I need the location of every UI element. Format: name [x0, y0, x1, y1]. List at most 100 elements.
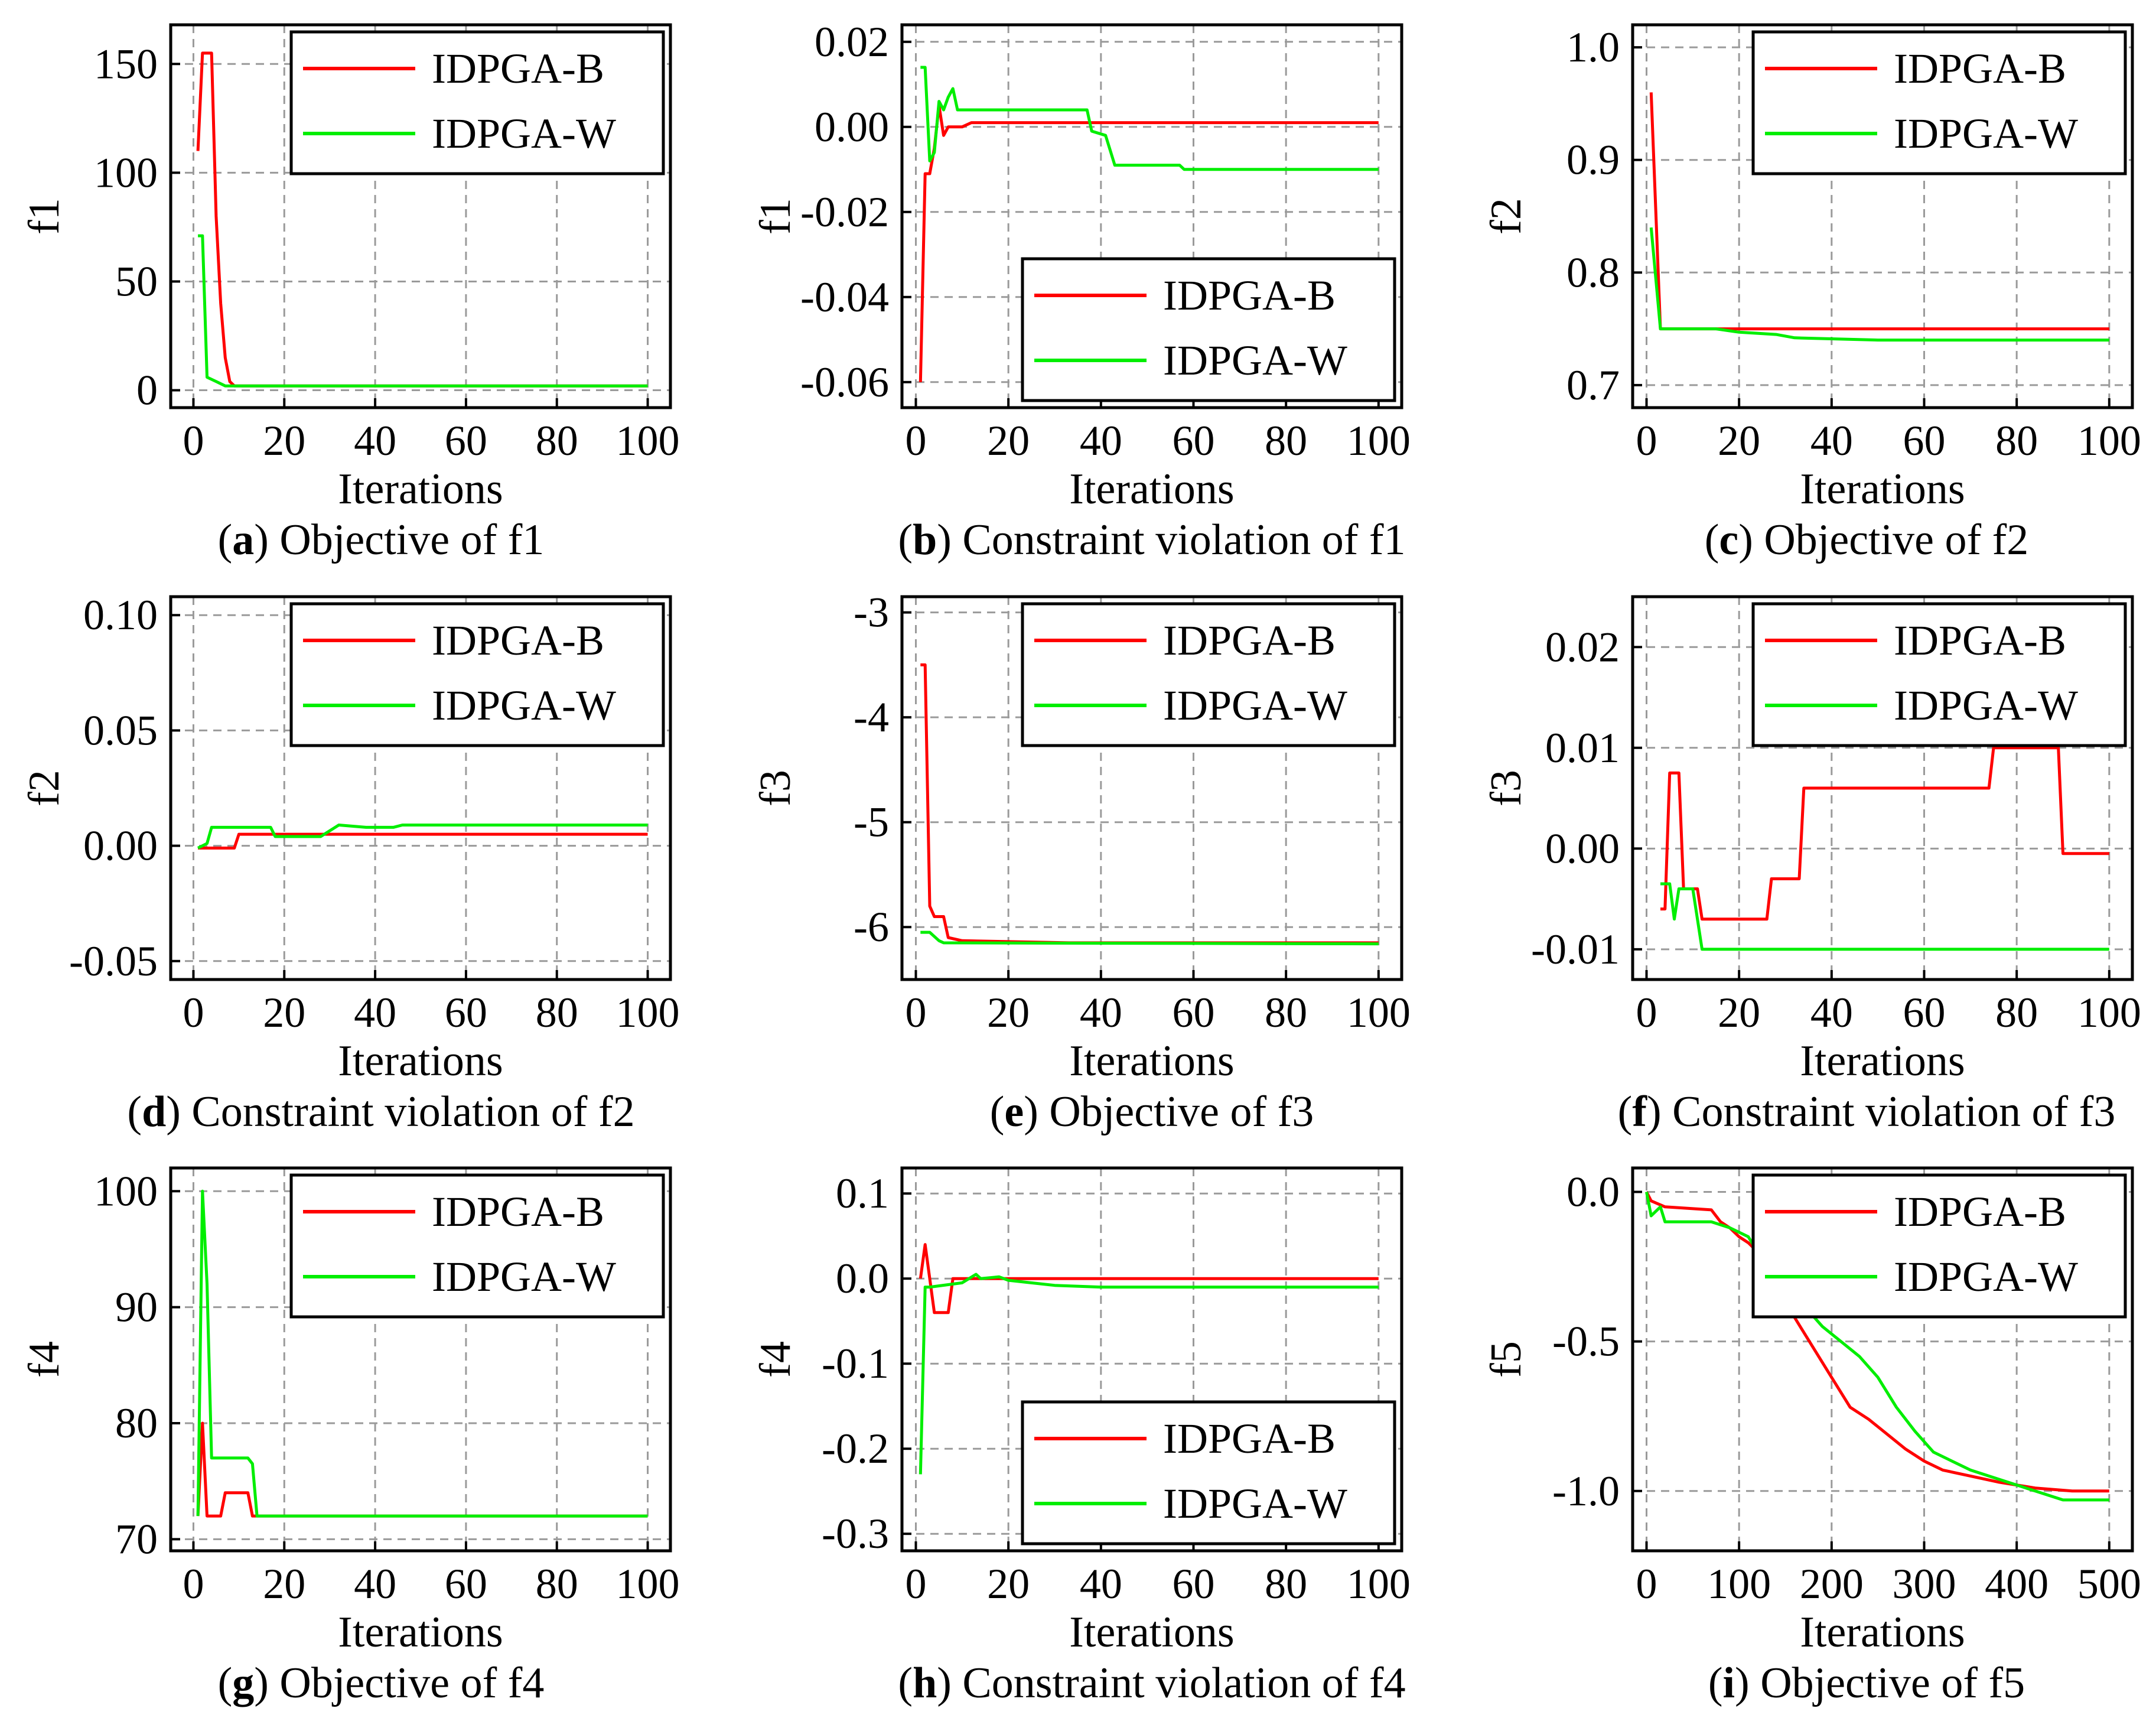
x-tick-label: 60	[445, 417, 487, 464]
x-tick-label: 20	[1718, 417, 1760, 464]
y-axis-label: f3	[1482, 770, 1530, 806]
series-line-idpga-b	[198, 832, 648, 850]
x-tick-label: 20	[263, 417, 305, 464]
plot-frame	[1631, 23, 2134, 409]
x-tick-label: 80	[1265, 1560, 1307, 1608]
caption-paren-open: (	[898, 1659, 913, 1707]
y-tick-label: -0.3	[822, 1510, 889, 1557]
x-tick-label: 100	[616, 989, 680, 1036]
y-tick-label: -0.02	[800, 188, 889, 236]
legend: IDPGA-B IDPGA-W	[289, 30, 665, 175]
y-tick-label: 0.7	[1566, 362, 1620, 409]
legend-box	[1751, 30, 2127, 175]
x-tick-label: 100	[2077, 989, 2141, 1036]
y-tick-label: 0.0	[836, 1255, 889, 1302]
legend-label: IDPGA-B	[432, 45, 604, 92]
y-tick-label: 0.00	[83, 822, 158, 870]
y-tick-label: -5	[854, 799, 889, 846]
legend-label: IDPGA-B	[1163, 617, 1336, 664]
x-tick-label: 100	[1707, 1560, 1771, 1608]
panel-f: 0 20 40 60 80 100 0.02 0.01 0.00 -0.01 Iterations f…	[1482, 595, 2141, 1136]
caption-paren-open: (	[1708, 1659, 1723, 1707]
caption-paren-close: )	[1735, 1659, 1750, 1707]
x-tick-label: 80	[1995, 989, 2038, 1036]
legend-label: IDPGA-W	[1894, 1253, 2078, 1300]
y-tick-label: 1.0	[1566, 24, 1620, 71]
caption-paren-open: (	[218, 516, 233, 564]
y-tick-label: 0.02	[815, 18, 889, 66]
series-line-idpga-b	[196, 1421, 648, 1518]
caption-paren-close: )	[254, 1659, 269, 1707]
x-axis-label: Iterations	[338, 1608, 503, 1657]
x-tick-label: 40	[1080, 1560, 1122, 1608]
caption-text: Objective of f1	[269, 516, 544, 564]
x-tick-label: 60	[1173, 417, 1215, 464]
caption-paren-close: )	[937, 516, 952, 564]
x-tick-label: 100	[616, 417, 680, 464]
caption-paren-open: (	[1618, 1088, 1633, 1136]
y-axis-label: f3	[751, 770, 800, 806]
x-tick-label: 20	[987, 417, 1030, 464]
y-tick-label: -6	[854, 903, 889, 951]
x-tick-label: 80	[1265, 417, 1307, 464]
legend-label: IDPGA-B	[1163, 1415, 1336, 1462]
panel-caption: (a) Objective of f1	[218, 516, 545, 564]
y-tick-label: 0.1	[836, 1170, 889, 1217]
x-axis-label: Iterations	[338, 1037, 503, 1085]
panel-caption: (f) Constraint violation of f3	[1618, 1088, 2116, 1136]
panel-caption: (c) Objective of f2	[1705, 516, 2029, 564]
x-axis-label: Iterations	[1800, 1608, 1965, 1657]
legend: IDPGA-B IDPGA-W	[289, 1173, 665, 1319]
panel-c: 0 20 40 60 80 100 0.7 0.8 0.9 1.0 Iterations f2 IDPG…	[1482, 23, 2141, 564]
x-axis-label: Iterations	[1069, 1037, 1234, 1085]
caption-letter: b	[913, 516, 937, 564]
y-tick-label: 150	[94, 40, 158, 87]
x-tick-label: 60	[445, 1560, 487, 1608]
legend-label: IDPGA-W	[432, 110, 616, 157]
caption-text: Constraint violation of f3	[1662, 1088, 2116, 1136]
panel-caption: (g) Objective of f4	[218, 1659, 545, 1707]
y-tick-label: 0.00	[1545, 825, 1620, 872]
y-axis-label: f4	[20, 1341, 69, 1378]
panel-caption: (b) Constraint violation of f1	[898, 516, 1405, 564]
caption-text: Constraint violation of f2	[181, 1088, 635, 1136]
caption-paren-open: (	[990, 1088, 1005, 1136]
plot-frame	[900, 595, 1403, 981]
x-tick-label: 40	[1080, 989, 1122, 1036]
x-tick-label: 80	[536, 989, 578, 1036]
caption-paren-open: (	[218, 1659, 233, 1707]
legend: IDPGA-B IDPGA-W	[1021, 1400, 1396, 1545]
legend-box	[289, 602, 665, 747]
caption-paren-close: )	[166, 1088, 181, 1136]
caption-letter: f	[1632, 1088, 1647, 1136]
caption-text: Objective of f5	[1750, 1659, 2025, 1707]
legend-label: IDPGA-W	[432, 682, 616, 729]
legend-box	[1021, 257, 1396, 402]
caption-paren-open: (	[898, 516, 913, 564]
series-line-idpga-b	[919, 104, 1379, 382]
x-tick-label: 40	[354, 989, 396, 1036]
legend-label: IDPGA-B	[1894, 45, 2066, 92]
panel-e: 0 20 40 60 80 100-3-4-5-6Iterationsf3IDPGA-BI…	[751, 589, 1411, 1136]
x-tick-label: 80	[536, 1560, 578, 1608]
x-tick-label: 300	[1893, 1560, 1956, 1608]
y-tick-label: 0.02	[1545, 623, 1620, 671]
x-tick-label: 0	[906, 417, 927, 464]
legend: IDPGA-B IDPGA-W	[1751, 30, 2127, 175]
legend-label: IDPGA-W	[432, 1253, 616, 1300]
x-tick-label: 100	[1347, 1560, 1411, 1608]
plot-frame	[1631, 1166, 2134, 1553]
x-tick-label: 0	[1636, 417, 1657, 464]
legend-box	[1751, 602, 2127, 747]
legend-label: IDPGA-W	[1894, 682, 2078, 729]
x-tick-label: 20	[1718, 989, 1760, 1036]
legend-box	[1021, 1400, 1396, 1545]
legend: IDPGA-B IDPGA-W	[1751, 1173, 2127, 1319]
y-axis-label: f4	[751, 1341, 800, 1378]
series-line-idpga-w	[1660, 882, 2109, 951]
legend-box	[1751, 1173, 2127, 1319]
plot-frame	[169, 23, 672, 409]
x-axis-label: Iterations	[338, 465, 503, 513]
plot-frame	[900, 1166, 1403, 1553]
x-tick-label: 20	[263, 989, 305, 1036]
